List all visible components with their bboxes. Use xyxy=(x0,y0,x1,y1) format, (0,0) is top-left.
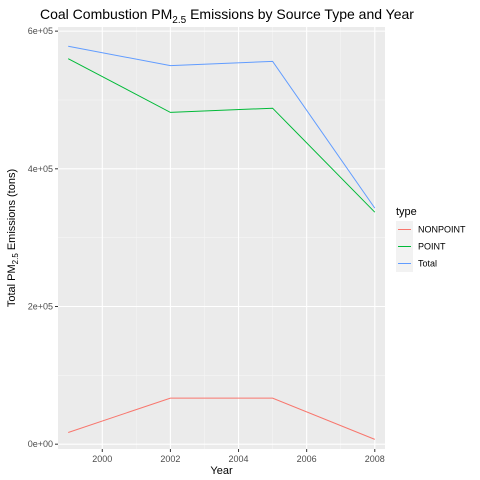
series-line-total xyxy=(68,45,376,209)
x-tick-label: 2008 xyxy=(365,454,385,464)
y-tick-label: 2e+05 xyxy=(28,301,53,311)
legend-label-point: POINT xyxy=(418,242,446,252)
legend-label-total: Total xyxy=(418,259,437,269)
y-tick-label: 6e+05 xyxy=(28,26,53,36)
y-axis-title: Total PM2.5 Emissions (tons) xyxy=(6,169,20,307)
x-tick-label: 2002 xyxy=(160,454,180,464)
legend-label-nonpoint: NONPOINT xyxy=(418,225,466,235)
legend-title: type xyxy=(396,206,417,218)
y-tick-label: 0e+00 xyxy=(28,439,53,449)
chart-title: Coal Combustion PM2.5 Emissions by Sourc… xyxy=(40,6,414,26)
x-tick-label: 2006 xyxy=(297,454,317,464)
x-tick-label: 2004 xyxy=(229,454,249,464)
x-axis-title: Year xyxy=(210,465,233,477)
y-tick-label: 4e+05 xyxy=(28,164,53,174)
series-line-point xyxy=(67,58,376,213)
plot-panel xyxy=(58,27,385,449)
series-line-nonpoint xyxy=(68,397,375,440)
x-tick-label: 2000 xyxy=(92,454,112,464)
